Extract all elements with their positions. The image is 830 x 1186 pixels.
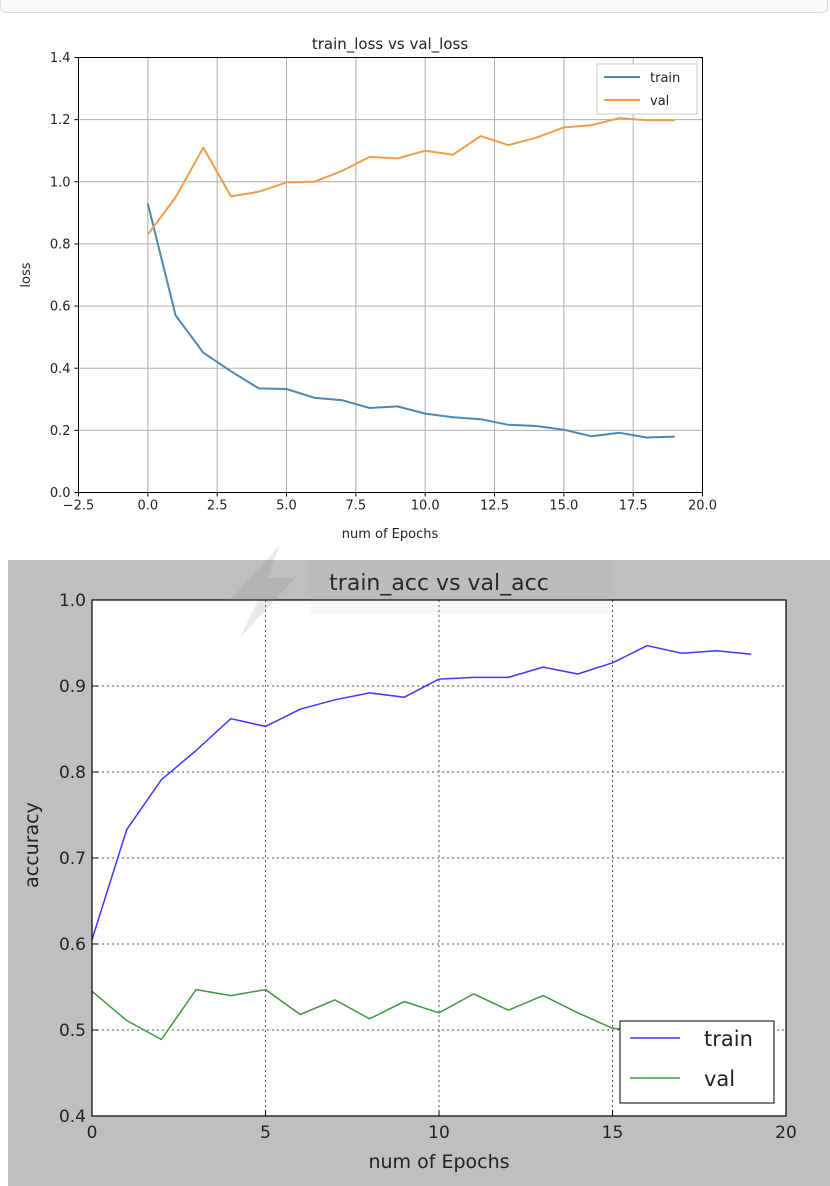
x-tick-label: −2.5: [63, 499, 95, 514]
legend-train-label: train: [704, 1027, 753, 1051]
x-tick-label: 15.0: [549, 499, 578, 514]
y-tick-label: 0.7: [59, 849, 86, 869]
ticks: 0 5 10 15 20 0.4 0.5 0.6 0.7 0.8 0.9 1.0: [59, 591, 797, 1143]
chart-title: train_loss vs val_loss: [312, 35, 469, 54]
series-line-train: [146, 203, 675, 439]
legend-train-label: train: [650, 71, 680, 86]
legend-val-label: val: [650, 94, 669, 109]
accuracy-chart: 0 5 10 15 20 0.4 0.5 0.6 0.7 0.8 0.9 1.0 train_acc …: [21, 571, 797, 1173]
y-tick-label: 0.8: [59, 763, 86, 783]
y-tick-label: 1.0: [50, 175, 71, 190]
legend-box: [596, 63, 698, 115]
x-tick-label: 5: [260, 1123, 271, 1143]
legend: train val: [619, 1020, 775, 1104]
y-axis-label: loss: [19, 262, 34, 287]
y-tick-label: 1.0: [59, 591, 86, 611]
x-tick-label: 2.5: [207, 499, 228, 514]
y-tick-label: 0.6: [50, 300, 71, 315]
y-tick-label: 0.0: [50, 486, 71, 501]
x-tick-label: 7.5: [345, 499, 366, 514]
x-tick-label: 5.0: [276, 499, 297, 514]
plot-frame: [78, 57, 703, 493]
legend-box: [619, 1020, 775, 1104]
x-tick-label: 0.0: [137, 499, 158, 514]
loss-chart: −2.5 0.0 2.5 5.0 7.5 10.0 12.5 15.0 17.5 20.00.00…: [19, 35, 717, 542]
series-group: [146, 117, 675, 439]
y-tick-label: 0.9: [59, 677, 86, 697]
x-tick-label: 12.5: [480, 499, 509, 514]
ticks: −2.5 0.0 2.5 5.0 7.5 10.0 12.5 15.0 17.5 20.00.00…: [50, 51, 717, 513]
series-line-val: [146, 117, 675, 236]
y-tick-label: 0.8: [50, 237, 71, 252]
y-tick-label: 0.6: [59, 935, 86, 955]
chart-title: train_acc vs val_acc: [329, 571, 549, 596]
grid: [92, 600, 786, 1116]
x-tick-label: 20.0: [688, 499, 717, 514]
x-tick-label: 17.5: [619, 499, 648, 514]
x-tick-label: 0: [87, 1123, 98, 1143]
top-bar: [0, 0, 828, 13]
y-tick-label: 0.4: [59, 1107, 86, 1127]
grid: [78, 57, 703, 493]
x-axis-label: num of Epochs: [368, 1151, 509, 1173]
legend: train val: [596, 63, 698, 115]
y-tick-label: 0.5: [59, 1021, 86, 1041]
legend-val-label: val: [704, 1067, 735, 1091]
y-tick-label: 0.2: [50, 424, 71, 439]
series-line-train: [91, 644, 752, 940]
x-tick-label: 15: [602, 1123, 624, 1143]
x-axis-label: num of Epochs: [342, 527, 439, 542]
y-axis-label: accuracy: [21, 802, 43, 888]
y-tick-label: 1.4: [50, 51, 71, 66]
accuracy-panel: 0 5 10 15 20 0.4 0.5 0.6 0.7 0.8 0.9 1.0 train_acc …: [8, 560, 830, 1186]
x-tick-label: 10.0: [411, 499, 440, 514]
y-tick-label: 1.2: [50, 113, 71, 128]
y-tick-label: 0.4: [50, 362, 71, 377]
x-tick-label: 20: [775, 1123, 797, 1143]
x-tick-label: 10: [428, 1123, 450, 1143]
